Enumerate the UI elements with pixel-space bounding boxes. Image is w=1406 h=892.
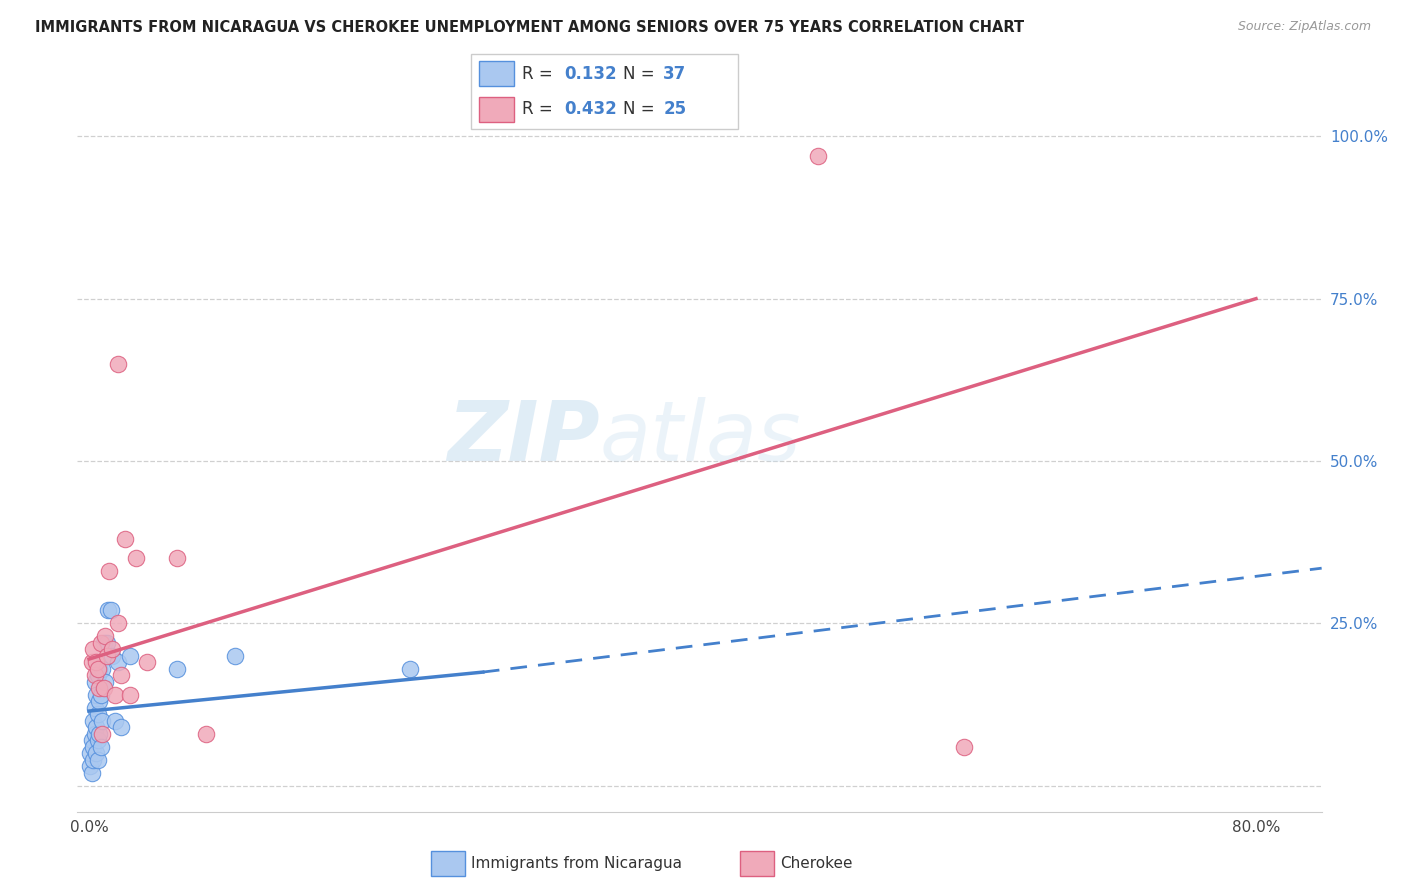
Point: [166, 551, 188, 566]
Point: [91, 714, 114, 728]
Point: [110, 720, 132, 734]
Point: [104, 688, 127, 702]
Point: [80, 656, 103, 670]
Point: [83, 727, 105, 741]
Point: [80, 765, 103, 780]
Text: IMMIGRANTS FROM NICARAGUA VS CHEROKEE UNEMPLOYMENT AMONG SENIORS OVER 75 YEARS C: IMMIGRANTS FROM NICARAGUA VS CHEROKEE UN…: [35, 20, 1025, 35]
Point: [118, 648, 141, 663]
Point: [84, 746, 107, 760]
Text: ZIP: ZIP: [447, 397, 600, 478]
Point: [87, 668, 110, 682]
FancyBboxPatch shape: [471, 54, 738, 129]
Point: [90, 739, 112, 754]
Point: [89, 727, 111, 741]
Point: [807, 149, 830, 163]
Point: [89, 662, 111, 676]
FancyBboxPatch shape: [430, 851, 465, 876]
Point: [79, 759, 101, 773]
Point: [89, 694, 111, 708]
Point: [107, 357, 129, 371]
Text: N =: N =: [623, 100, 661, 119]
Text: 0.432: 0.432: [565, 100, 617, 119]
Text: Immigrants from Nicaragua: Immigrants from Nicaragua: [471, 856, 682, 871]
Point: [100, 603, 122, 617]
Text: atlas: atlas: [600, 397, 801, 478]
Point: [84, 688, 107, 702]
Point: [94, 674, 117, 689]
Point: [82, 739, 104, 754]
Point: [194, 727, 217, 741]
Point: [101, 642, 124, 657]
Point: [79, 746, 101, 760]
Text: R =: R =: [522, 100, 558, 119]
Point: [114, 532, 136, 546]
Point: [136, 656, 159, 670]
Point: [166, 662, 188, 676]
Point: [107, 656, 129, 670]
Point: [96, 648, 118, 663]
Point: [93, 681, 115, 696]
Point: [82, 714, 104, 728]
Point: [82, 642, 104, 657]
Point: [87, 753, 110, 767]
Point: [91, 727, 114, 741]
Point: [98, 565, 121, 579]
Point: [89, 681, 111, 696]
Text: 0.132: 0.132: [565, 64, 617, 83]
Point: [110, 668, 132, 682]
Text: R =: R =: [522, 64, 558, 83]
Point: [399, 662, 422, 676]
Point: [82, 753, 104, 767]
Point: [118, 688, 141, 702]
Text: Source: ZipAtlas.com: Source: ZipAtlas.com: [1237, 20, 1371, 33]
Text: 25: 25: [664, 100, 686, 119]
Point: [107, 616, 129, 631]
Point: [87, 662, 110, 676]
Text: 37: 37: [664, 64, 686, 83]
Point: [80, 733, 103, 747]
Text: N =: N =: [623, 64, 661, 83]
Point: [87, 733, 110, 747]
Point: [953, 739, 976, 754]
Point: [84, 720, 107, 734]
FancyBboxPatch shape: [479, 62, 513, 87]
Point: [93, 636, 115, 650]
Point: [87, 707, 110, 722]
Point: [91, 662, 114, 676]
Point: [90, 636, 112, 650]
FancyBboxPatch shape: [740, 851, 775, 876]
Point: [125, 551, 148, 566]
Text: Cherokee: Cherokee: [780, 856, 853, 871]
FancyBboxPatch shape: [479, 96, 513, 122]
Point: [101, 648, 124, 663]
Point: [96, 636, 118, 650]
Point: [84, 656, 107, 670]
Point: [90, 688, 112, 702]
Point: [83, 668, 105, 682]
Point: [83, 674, 105, 689]
Point: [97, 603, 120, 617]
Point: [104, 714, 127, 728]
Point: [224, 648, 246, 663]
Point: [83, 701, 105, 715]
Point: [94, 629, 117, 643]
